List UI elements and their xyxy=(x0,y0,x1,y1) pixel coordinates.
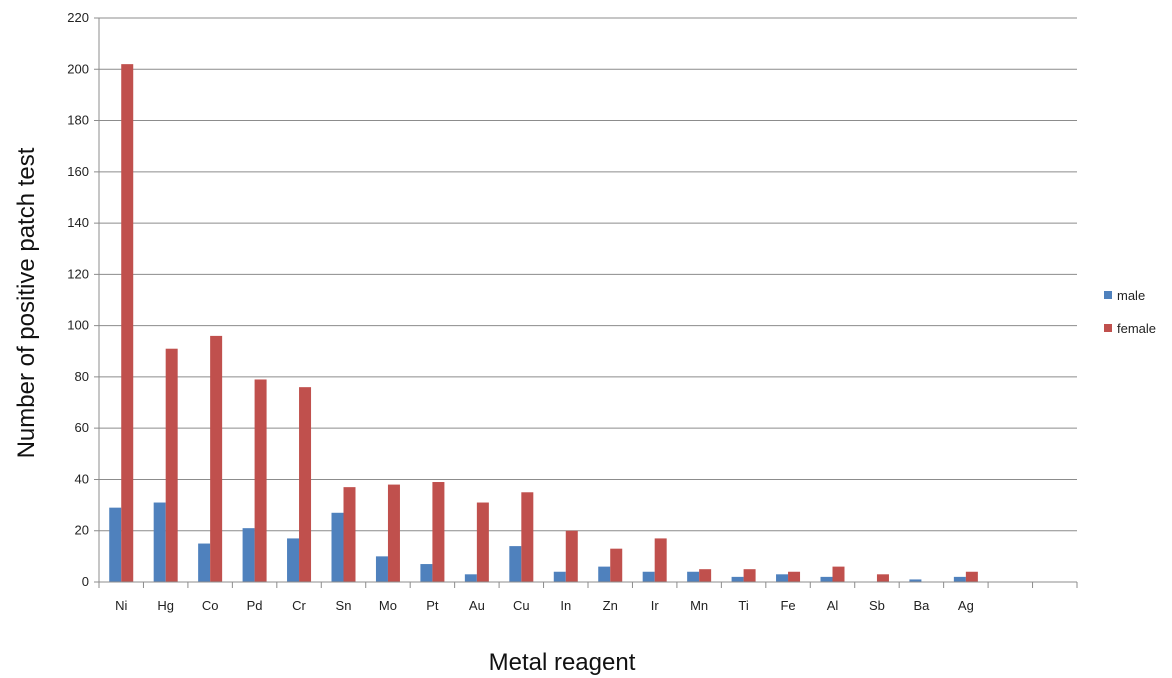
y-tick-label: 180 xyxy=(67,113,89,128)
y-tick-label: 20 xyxy=(75,523,89,538)
y-tick-label: 140 xyxy=(67,215,89,230)
bar-male-Ba xyxy=(909,579,922,582)
bar-female-Co xyxy=(210,335,223,582)
bar-male-Pd xyxy=(242,528,255,582)
legend-swatch-female xyxy=(1104,324,1112,332)
y-tick-labels: 0 20 40 60 80 100 120 140 160 180 200 220 xyxy=(67,10,89,589)
y-tick-label: 120 xyxy=(67,266,89,281)
x-tick-label: Ba xyxy=(913,598,930,613)
x-tick-label: Sb xyxy=(869,598,885,613)
x-tick-label: Ni xyxy=(115,598,127,613)
y-tick-label: 40 xyxy=(75,471,89,486)
x-tick-label: Fe xyxy=(780,598,795,613)
bar-female-Mo xyxy=(387,484,400,582)
bar-male-Mn xyxy=(687,571,700,582)
x-tick-label: Pd xyxy=(247,598,263,613)
bars xyxy=(109,64,978,583)
legend-label-male: male xyxy=(1117,288,1145,303)
bar-male-Co xyxy=(198,543,211,582)
bar-male-Cr xyxy=(287,538,300,582)
gridlines xyxy=(94,17,1077,583)
bar-female-Cu xyxy=(521,492,534,582)
x-tick-label: Sn xyxy=(336,598,352,613)
x-tick-label: Hg xyxy=(157,598,174,613)
x-tick-label: Zn xyxy=(603,598,618,613)
bar-male-Ti xyxy=(731,576,744,582)
legend-label-female: female xyxy=(1117,321,1156,336)
bar-female-Ag xyxy=(965,571,978,582)
x-tick-label: Cr xyxy=(292,598,306,613)
y-tick-label: 60 xyxy=(75,420,89,435)
x-tick-label: Ag xyxy=(958,598,974,613)
bar-male-Au xyxy=(464,574,477,582)
bar-male-Ir xyxy=(642,571,655,582)
bar-female-Ti xyxy=(743,569,756,582)
axes xyxy=(98,18,1078,588)
x-tick-label: Ti xyxy=(738,598,748,613)
x-tick-label: Co xyxy=(202,598,219,613)
x-tick-label: In xyxy=(560,598,571,613)
bar-male-In xyxy=(553,571,566,582)
bar-male-Hg xyxy=(153,502,166,582)
bar-female-Cr xyxy=(299,387,312,582)
bar-female-In xyxy=(565,530,578,582)
bar-male-Sn xyxy=(331,512,344,582)
bar-female-Al xyxy=(832,566,845,582)
x-tick-label: Pt xyxy=(426,598,439,613)
bar-female-Ir xyxy=(654,538,667,582)
y-tick-label: 0 xyxy=(82,574,89,589)
x-tick-label: Ir xyxy=(651,598,660,613)
x-tick-labels: Ni Hg Co Pd Cr Sn Mo Pt Au Cu In Zn Ir Mn Ti Fe Al Sb Ba Ag xyxy=(115,598,974,613)
y-axis-title: Number of positive patch test xyxy=(13,147,40,458)
bar-female-Pd xyxy=(254,379,267,582)
bar-male-Zn xyxy=(598,566,611,582)
bar-male-Ag xyxy=(953,576,966,582)
y-tick-label: 220 xyxy=(67,10,89,25)
bar-female-Pt xyxy=(432,482,445,582)
legend: male female xyxy=(1104,288,1156,336)
x-tick-label: Mn xyxy=(690,598,708,613)
bar-male-Fe xyxy=(776,574,789,582)
y-tick-label: 200 xyxy=(67,61,89,76)
x-tick-label: Mo xyxy=(379,598,397,613)
bar-male-Mo xyxy=(375,556,388,582)
bar-female-Hg xyxy=(165,348,178,582)
bar-female-Sn xyxy=(343,487,356,582)
y-tick-label: 160 xyxy=(67,164,89,179)
bar-female-Ni xyxy=(121,64,134,583)
bar-female-Sb xyxy=(876,574,889,582)
bar-male-Ni xyxy=(109,507,122,582)
x-tick-label: Cu xyxy=(513,598,530,613)
x-tick-label: Au xyxy=(469,598,485,613)
bar-male-Pt xyxy=(420,564,433,582)
bar-female-Fe xyxy=(788,571,801,582)
x-tick-label: Al xyxy=(827,598,839,613)
bar-male-Cu xyxy=(509,546,522,582)
bar-male-Al xyxy=(820,576,833,582)
y-tick-label: 100 xyxy=(67,318,89,333)
bar-female-Mn xyxy=(699,569,712,582)
y-tick-label: 80 xyxy=(75,369,89,384)
bar-female-Au xyxy=(476,502,489,582)
bar-female-Zn xyxy=(610,548,623,582)
legend-swatch-male xyxy=(1104,291,1112,299)
x-axis-title: Metal reagent xyxy=(489,649,636,676)
